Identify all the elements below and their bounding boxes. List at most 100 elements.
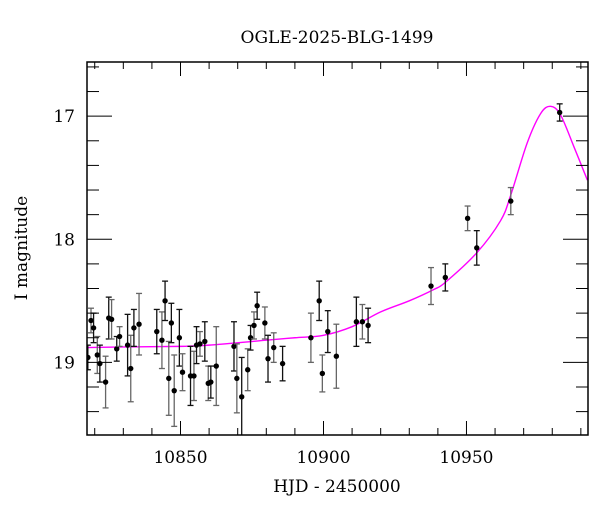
y-tick-label: 19 — [53, 353, 75, 373]
point-marker — [316, 298, 322, 304]
data-point — [238, 356, 245, 435]
point-marker — [265, 355, 271, 362]
point-marker — [124, 342, 131, 348]
x-tick-label: 10900 — [296, 448, 350, 468]
data-point — [116, 326, 123, 348]
point-marker — [202, 338, 208, 345]
point-marker — [442, 274, 449, 281]
model-curve — [87, 105, 588, 349]
point-marker — [251, 322, 257, 329]
data-point — [153, 308, 160, 355]
point-marker — [213, 363, 219, 369]
data-point — [136, 292, 143, 356]
data-point — [324, 310, 331, 354]
point-marker — [94, 352, 100, 358]
point-marker — [279, 360, 286, 367]
x-tick-label: 10850 — [153, 448, 207, 468]
point-marker — [97, 360, 103, 367]
data-point — [158, 311, 165, 370]
data-point — [270, 332, 277, 364]
point-marker — [247, 335, 254, 341]
data-point — [176, 308, 183, 367]
data-point — [165, 340, 172, 416]
x-tick-label: 10950 — [439, 448, 493, 468]
y-tick-label: 18 — [53, 230, 75, 250]
data-point — [254, 291, 261, 320]
point-marker — [464, 215, 471, 222]
point-marker — [162, 298, 168, 304]
data-point — [171, 354, 178, 428]
point-marker — [168, 320, 175, 326]
point-marker — [208, 379, 214, 385]
point-marker — [116, 333, 123, 340]
data-point — [244, 348, 251, 392]
data-point — [213, 326, 220, 407]
point-marker — [271, 344, 277, 351]
point-marker — [319, 370, 326, 377]
point-marker — [239, 394, 245, 400]
point-marker — [508, 198, 514, 204]
data-point — [247, 324, 254, 351]
data-point — [162, 280, 169, 322]
point-marker — [231, 343, 237, 350]
point-marker — [197, 341, 203, 347]
data-point — [251, 311, 257, 340]
data-point — [319, 354, 326, 393]
point-marker — [88, 317, 94, 324]
point-marker — [333, 353, 340, 359]
point-marker — [254, 303, 260, 309]
data-point — [365, 307, 372, 344]
point-marker — [556, 109, 563, 116]
data-point — [108, 298, 115, 340]
chart-title: OGLE-2025-BLG-1499 — [241, 28, 434, 48]
data-point — [102, 355, 109, 409]
point-marker — [108, 316, 115, 322]
point-marker — [87, 354, 91, 361]
point-marker — [245, 367, 251, 373]
data-point — [442, 263, 449, 292]
y-tick-label: 17 — [53, 107, 75, 127]
data-point — [233, 343, 240, 414]
data-point — [130, 308, 137, 348]
point-marker — [114, 346, 120, 352]
point-marker — [359, 319, 366, 325]
point-marker — [179, 369, 186, 375]
data-point — [265, 334, 272, 383]
data-point — [196, 330, 203, 357]
data-point — [124, 313, 131, 377]
point-marker — [191, 373, 197, 379]
data-point — [279, 345, 286, 382]
data-point — [359, 303, 366, 340]
data-point — [473, 230, 480, 266]
point-marker — [154, 328, 160, 335]
point-marker — [365, 322, 371, 329]
data-point — [507, 186, 514, 216]
x-axis-label: HJD - 2450000 — [273, 477, 401, 497]
data-point — [113, 335, 120, 362]
data-point — [207, 365, 214, 399]
data-point — [556, 103, 563, 122]
point-marker — [166, 375, 172, 382]
point-marker — [474, 245, 480, 251]
data-point — [87, 344, 91, 371]
point-marker — [176, 335, 183, 341]
data-point — [168, 302, 175, 344]
point-marker — [262, 320, 268, 326]
data-point — [316, 280, 323, 322]
data-point — [333, 323, 340, 389]
point-marker — [171, 387, 177, 394]
point-marker — [428, 283, 434, 289]
point-marker — [102, 379, 109, 385]
point-marker — [159, 337, 165, 343]
point-marker — [131, 325, 137, 331]
data-point — [190, 350, 197, 402]
data-point — [464, 205, 471, 232]
plot-frame — [86, 61, 589, 436]
data-point — [428, 266, 435, 306]
y-axis-label: I magnitude — [12, 196, 32, 300]
data-point — [261, 306, 268, 340]
point-marker — [90, 325, 97, 331]
point-marker — [325, 328, 331, 335]
point-marker — [136, 321, 142, 327]
